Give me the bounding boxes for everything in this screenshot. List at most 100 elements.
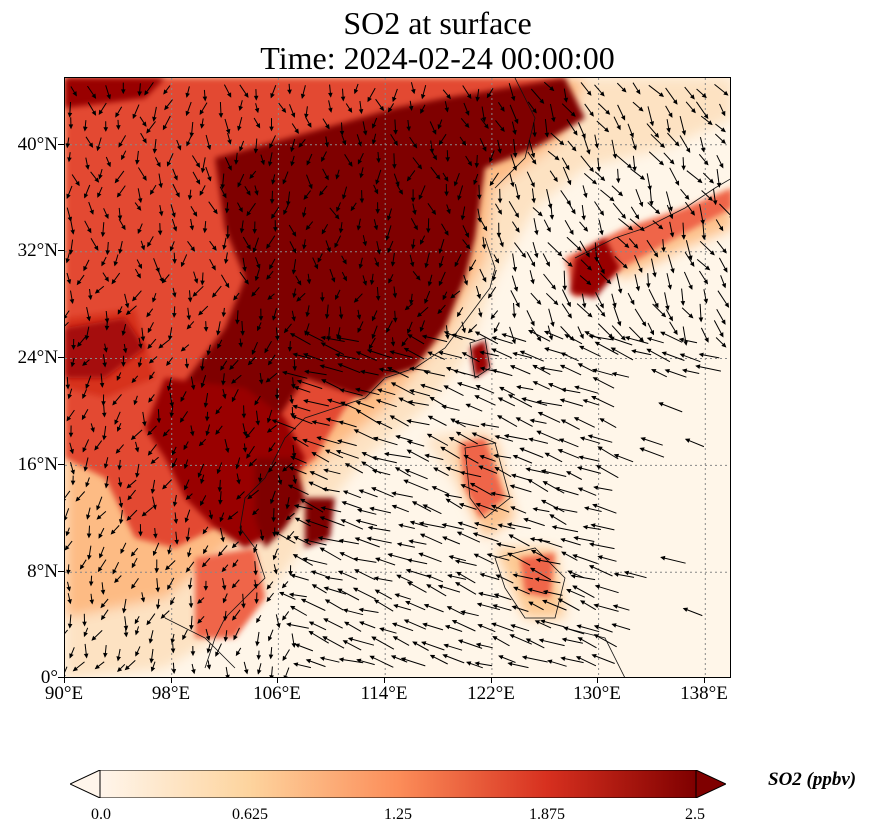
wind-arrow-head — [242, 266, 247, 272]
wind-arrow — [455, 421, 480, 428]
wind-arrow-head — [444, 107, 449, 113]
wind-arrow-head — [248, 461, 254, 467]
wind-arrow-head — [198, 441, 204, 447]
wind-arrow-head — [591, 396, 597, 401]
wind-arrow-head — [187, 552, 192, 558]
wind-arrow-head — [286, 534, 292, 541]
wind-arrow-head — [616, 124, 621, 131]
wind-arrow-head — [79, 564, 85, 570]
wind-arrow-head — [299, 498, 306, 504]
wind-arrow-head — [77, 341, 82, 347]
wind-arrow-head — [305, 312, 310, 318]
wind-arrow-head — [274, 335, 280, 341]
wind-arrow — [438, 351, 463, 359]
wind-arrow-head — [242, 431, 248, 437]
wind-arrow-head — [666, 127, 671, 133]
wind-arrow-head — [274, 531, 280, 536]
wind-arrow — [589, 335, 612, 341]
wind-arrow-head — [155, 587, 161, 593]
wind-arrow — [594, 634, 617, 648]
wind-arrow — [595, 585, 619, 594]
wind-arrow-head — [68, 124, 74, 130]
wind-arrow-head — [521, 397, 527, 402]
wind-arrow-head — [528, 437, 534, 443]
wind-arrow-head — [192, 211, 198, 217]
wind-arrow-head — [372, 436, 379, 442]
wind-arrow — [577, 466, 601, 474]
wind-arrow-head — [328, 92, 333, 98]
wind-arrow-head — [599, 418, 605, 423]
wind-arrow-head — [566, 179, 572, 186]
wind-arrow-head — [652, 272, 657, 278]
wind-arrow-head — [118, 248, 123, 255]
wind-arrow-head — [492, 604, 498, 609]
wind-arrow — [588, 435, 613, 443]
wind-arrow-head — [475, 642, 481, 648]
wind-arrow-head — [115, 448, 121, 454]
wind-arrow-head — [491, 348, 497, 353]
wind-arrow-head — [497, 198, 503, 204]
wind-arrow-head — [96, 514, 102, 520]
wind-arrow-head — [68, 249, 74, 255]
wind-arrow-head — [94, 445, 100, 451]
wind-arrow — [309, 631, 329, 644]
wind-arrow-head — [494, 434, 500, 440]
wind-arrow-head — [559, 398, 565, 403]
wind-arrow-head — [304, 113, 309, 119]
wind-arrow-head — [593, 603, 599, 608]
wind-arrow-head — [534, 577, 540, 582]
wind-arrow — [624, 571, 647, 579]
wind-arrow-head — [224, 208, 230, 214]
wind-arrow-head — [193, 278, 199, 284]
wind-arrow-head — [368, 344, 374, 350]
wind-arrow-head — [444, 191, 449, 197]
wind-arrow-head — [681, 130, 687, 136]
wind-arrow-head — [294, 128, 299, 134]
wind-arrow-head — [195, 179, 201, 185]
wind-arrow-head — [256, 325, 262, 332]
wind-arrow-head — [687, 255, 693, 261]
wind-arrow-head — [613, 453, 620, 459]
wind-arrow-head — [354, 537, 360, 542]
wind-arrow-head — [120, 548, 125, 554]
wind-arrow-head — [576, 466, 583, 471]
wind-arrow-head — [442, 536, 448, 541]
wind-arrow-head — [423, 370, 429, 375]
y-tick-label: 32°N — [17, 240, 58, 261]
wind-arrow-head — [578, 345, 585, 351]
wind-arrow-head — [320, 335, 326, 341]
wind-arrow-head — [564, 334, 570, 339]
wind-arrow-head — [535, 557, 541, 563]
wind-arrow-head — [653, 252, 659, 258]
wind-arrow-head — [466, 93, 472, 100]
wind-arrow-head — [224, 258, 229, 265]
wind-arrow-head — [172, 292, 177, 298]
wind-arrow — [487, 553, 510, 561]
wind-arrow-head — [606, 279, 612, 285]
wind-arrow-head — [574, 385, 580, 390]
wind-arrow-head — [515, 227, 520, 233]
wind-arrow-head — [654, 302, 659, 309]
wind-arrow-head — [466, 661, 472, 666]
wind-arrow-head — [581, 303, 587, 309]
wind-arrow-head — [437, 350, 444, 356]
wind-arrow — [610, 337, 633, 346]
wind-arrow-head — [532, 381, 538, 386]
wind-arrow-head — [473, 553, 479, 558]
wind-arrow-head — [273, 569, 278, 575]
wind-arrow-head — [421, 334, 427, 340]
wind-arrow — [458, 639, 483, 649]
wind-arrow-head — [216, 330, 221, 336]
wind-arrow-head — [437, 124, 442, 130]
wind-arrow-head — [222, 393, 227, 400]
wind-arrow-head — [171, 462, 177, 469]
wind-arrow-head — [443, 385, 449, 390]
wind-arrow-head — [117, 482, 123, 488]
wind-arrow-head — [374, 589, 380, 594]
wind-arrow-head — [521, 252, 527, 258]
wind-arrow-head — [292, 554, 299, 559]
wind-arrow — [561, 657, 584, 664]
wind-arrow-head — [540, 499, 547, 505]
wind-arrow-head — [616, 321, 622, 327]
wind-arrow — [373, 437, 398, 446]
